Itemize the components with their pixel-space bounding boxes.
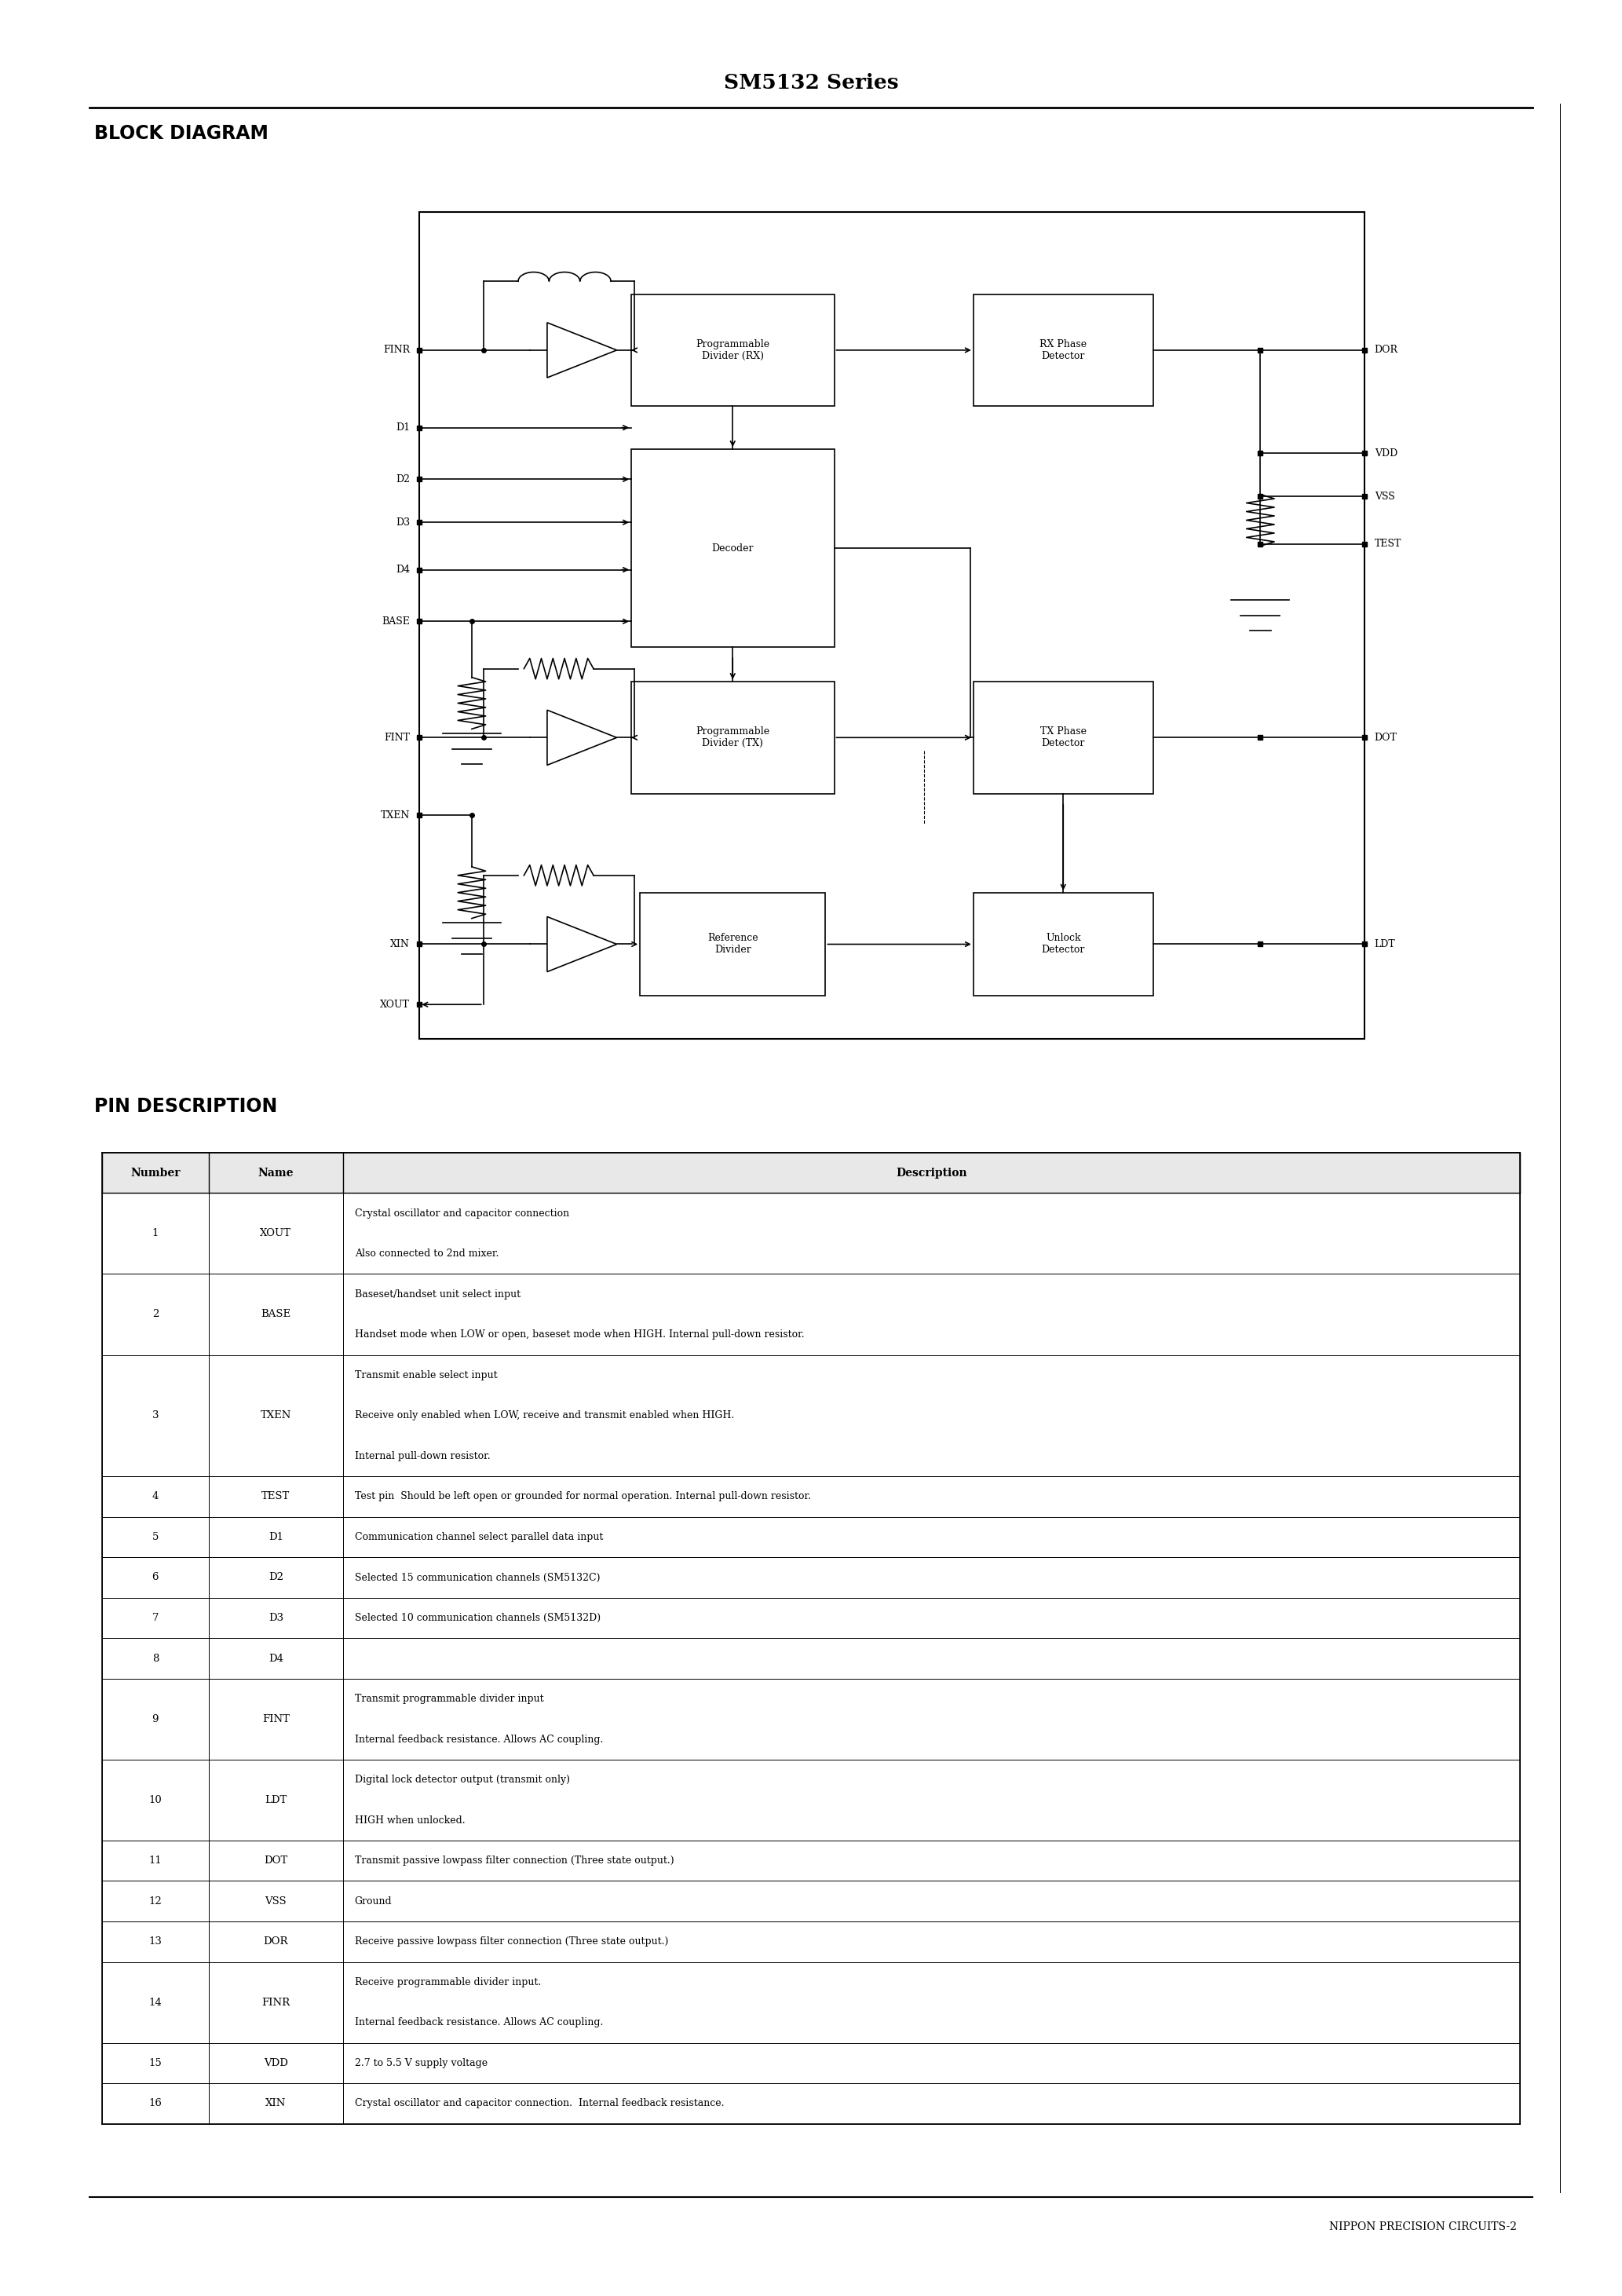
Text: XIN: XIN [391, 939, 410, 948]
Text: D3: D3 [268, 1612, 284, 1623]
Text: D4: D4 [396, 565, 410, 574]
Text: Programmable
Divider (RX): Programmable Divider (RX) [696, 340, 770, 360]
Text: Test pin  Should be left open or grounded for normal operation. Internal pull-do: Test pin Should be left open or grounded… [355, 1492, 811, 1502]
Text: Selected 10 communication channels (SM5132D): Selected 10 communication channels (SM51… [355, 1612, 600, 1623]
Text: TEST: TEST [261, 1492, 290, 1502]
Text: Transmit passive lowpass filter connection (Three state output.): Transmit passive lowpass filter connecti… [355, 1855, 673, 1867]
Text: BLOCK DIAGRAM: BLOCK DIAGRAM [94, 124, 268, 142]
Text: 5: 5 [152, 1531, 159, 1543]
Text: DOR: DOR [1374, 344, 1398, 356]
Text: Also connected to 2nd mixer.: Also connected to 2nd mixer. [355, 1249, 498, 1258]
Text: Crystal oscillator and capacitor connection.  Internal feedback resistance.: Crystal oscillator and capacitor connect… [355, 2099, 723, 2108]
Text: Crystal oscillator and capacitor connection: Crystal oscillator and capacitor connect… [355, 1208, 569, 1219]
Bar [631, 682, 834, 794]
Text: Unlock
Detector: Unlock Detector [1041, 932, 1085, 955]
Text: XOUT: XOUT [260, 1228, 292, 1238]
Text: 15: 15 [149, 2057, 162, 2069]
Text: D2: D2 [268, 1573, 284, 1582]
Text: LDT: LDT [1374, 939, 1395, 948]
Text: BASE: BASE [261, 1309, 290, 1320]
Text: XOUT: XOUT [380, 999, 410, 1010]
Text: Decoder: Decoder [712, 544, 754, 553]
Bar [631, 450, 834, 647]
Text: Receive passive lowpass filter connection (Three state output.): Receive passive lowpass filter connectio… [355, 1936, 668, 1947]
Text: D1: D1 [396, 422, 410, 432]
Text: VSS: VSS [264, 1896, 287, 1906]
Text: D4: D4 [268, 1653, 284, 1665]
Text: LDT: LDT [264, 1795, 287, 1805]
Text: 1: 1 [152, 1228, 159, 1238]
Text: Description: Description [895, 1166, 967, 1178]
Text: 6: 6 [152, 1573, 159, 1582]
Text: Selected 15 communication channels (SM5132C): Selected 15 communication channels (SM51… [355, 1573, 600, 1582]
Text: Reference
Divider: Reference Divider [707, 932, 757, 955]
Text: Number: Number [130, 1166, 180, 1178]
Text: Digital lock detector output (transmit only): Digital lock detector output (transmit o… [355, 1775, 569, 1784]
Text: VDD: VDD [264, 2057, 289, 2069]
Text: Transmit programmable divider input: Transmit programmable divider input [355, 1694, 543, 1704]
Bar [420, 214, 1364, 1038]
Text: 8: 8 [152, 1653, 159, 1665]
Text: Programmable
Divider (TX): Programmable Divider (TX) [696, 726, 770, 748]
Text: 9: 9 [152, 1715, 159, 1724]
Text: RX Phase
Detector: RX Phase Detector [1040, 340, 1087, 360]
Text: Internal feedback resistance. Allows AC coupling.: Internal feedback resistance. Allows AC … [355, 1733, 603, 1745]
Polygon shape [547, 709, 616, 765]
Text: FINT: FINT [263, 1715, 290, 1724]
Text: SM5132 Series: SM5132 Series [723, 73, 899, 92]
Text: FINR: FINR [383, 344, 410, 356]
Bar [102, 1153, 1520, 1194]
Text: Transmit enable select input: Transmit enable select input [355, 1371, 496, 1380]
Text: TXEN: TXEN [261, 1410, 292, 1421]
Bar [973, 893, 1153, 996]
Text: 14: 14 [149, 1998, 162, 2007]
Text: Handset mode when LOW or open, baseset mode when HIGH. Internal pull-down resist: Handset mode when LOW or open, baseset m… [355, 1329, 805, 1341]
Text: TXEN: TXEN [381, 810, 410, 820]
Text: 4: 4 [152, 1492, 159, 1502]
Text: 16: 16 [149, 2099, 162, 2108]
Text: 2: 2 [152, 1309, 159, 1320]
Text: D2: D2 [396, 475, 410, 484]
Text: BASE: BASE [381, 615, 410, 627]
Bar [973, 294, 1153, 406]
Text: DOR: DOR [263, 1936, 289, 1947]
Text: NIPPON PRECISION CIRCUITS-2: NIPPON PRECISION CIRCUITS-2 [1328, 2223, 1517, 2232]
Polygon shape [547, 321, 616, 377]
Polygon shape [547, 916, 616, 971]
Text: Baseset/handset unit select input: Baseset/handset unit select input [355, 1288, 521, 1300]
Text: 12: 12 [149, 1896, 162, 1906]
Text: TEST: TEST [1374, 540, 1401, 549]
Text: VSS: VSS [1374, 491, 1395, 501]
Text: FINT: FINT [384, 732, 410, 742]
Text: Receive only enabled when LOW, receive and transmit enabled when HIGH.: Receive only enabled when LOW, receive a… [355, 1410, 733, 1421]
Text: 7: 7 [152, 1612, 159, 1623]
Text: TX Phase
Detector: TX Phase Detector [1040, 726, 1087, 748]
Text: DOT: DOT [264, 1855, 287, 1867]
Text: FINR: FINR [261, 1998, 290, 2007]
Text: DOT: DOT [1374, 732, 1397, 742]
Text: 2.7 to 5.5 V supply voltage: 2.7 to 5.5 V supply voltage [355, 2057, 487, 2069]
Text: 13: 13 [149, 1936, 162, 1947]
Text: 10: 10 [149, 1795, 162, 1805]
Text: VDD: VDD [1374, 448, 1398, 459]
Text: Internal pull-down resistor.: Internal pull-down resistor. [355, 1451, 490, 1460]
Bar [641, 893, 826, 996]
Text: Communication channel select parallel data input: Communication channel select parallel da… [355, 1531, 603, 1543]
Text: PIN DESCRIPTION: PIN DESCRIPTION [94, 1097, 277, 1116]
Text: 11: 11 [149, 1855, 162, 1867]
Text: Internal feedback resistance. Allows AC coupling.: Internal feedback resistance. Allows AC … [355, 2018, 603, 2027]
Text: Receive programmable divider input.: Receive programmable divider input. [355, 1977, 540, 1988]
Text: XIN: XIN [266, 2099, 285, 2108]
Text: HIGH when unlocked.: HIGH when unlocked. [355, 1816, 466, 1825]
Bar [631, 294, 834, 406]
Text: Name: Name [258, 1166, 294, 1178]
Text: Ground: Ground [355, 1896, 393, 1906]
Text: D3: D3 [396, 517, 410, 528]
Text: 3: 3 [152, 1410, 159, 1421]
Bar [973, 682, 1153, 794]
Text: D1: D1 [268, 1531, 284, 1543]
